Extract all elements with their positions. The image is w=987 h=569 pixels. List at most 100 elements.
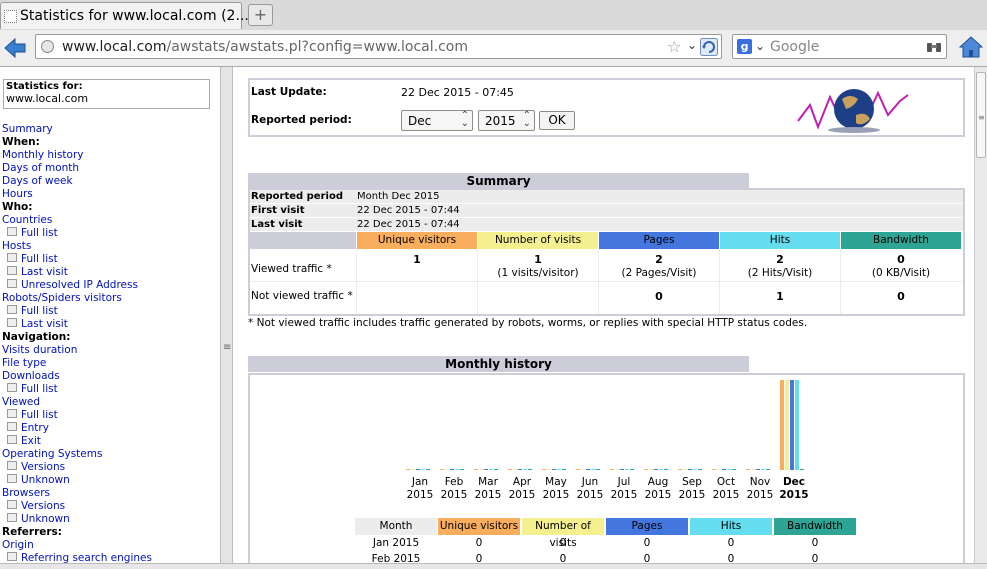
sub-item-icon [7,552,17,561]
history-dropdown-icon[interactable]: ⌄ [687,38,698,52]
menu-link[interactable]: File type [2,357,218,370]
bar-pages [620,469,624,470]
menu-section-heading: When: [2,136,218,149]
menu-item-label: Full list [21,383,58,395]
bar-bandwidth [664,469,668,470]
year-name: 2015 [712,489,740,501]
column-separator [477,249,478,314]
new-tab-button[interactable]: + [248,4,273,26]
home-icon[interactable] [959,35,983,59]
bar-unique-visitors [440,469,444,470]
address-bar[interactable]: www.local.com/awstats/awstats.pl?config=… [35,34,722,59]
menu-sublink[interactable]: Last visit [2,318,218,331]
summary-column-header: Bandwidth [841,232,961,249]
menu-item-label: Versions [21,500,66,512]
month-name: Mar [478,476,498,488]
bar-hits [455,469,459,470]
summary-column-header: Unique visitors [357,232,477,249]
menu-link[interactable]: Days of week [2,175,218,188]
menu-sublink[interactable]: Versions [2,500,218,513]
month-tick-label: Feb 2015 [437,476,471,502]
bar-bandwidth [596,469,600,470]
menu-link[interactable]: Browsers [2,487,218,500]
menu-item-label: Versions [21,461,66,473]
menu-item-label: Hosts [2,240,32,252]
menu-link[interactable]: Operating Systems [2,448,218,461]
monthly-column-header: Unique visitors [438,518,520,535]
cell-value: 1 [413,253,421,266]
menu-link[interactable]: Viewed [2,396,218,409]
year-name: 2015 [746,489,774,501]
viewed-traffic-cell: 1 [357,253,477,267]
menu-sublink[interactable]: Full list [2,227,218,240]
menu-sublink[interactable]: Referring search engines [2,552,218,565]
menu-sublink[interactable]: Full list [2,305,218,318]
reload-icon[interactable] [700,38,718,56]
menu-link[interactable]: Robots/Spiders visitors [2,292,218,305]
menu-sublink[interactable]: Last visit [2,266,218,279]
sub-item-icon [7,266,17,275]
frame-divider[interactable]: ≡ [220,67,233,568]
menu-link[interactable]: Hosts [2,240,218,253]
vertical-scrollbar[interactable]: ≡ [974,67,987,568]
bar-pages [450,469,454,470]
bar-hits [761,469,765,470]
menu-sublink[interactable]: Unknown [2,474,218,487]
bar-hits [625,469,629,470]
menu-sublink[interactable]: Unknown [2,513,218,526]
menu-sublink[interactable]: Versions [2,461,218,474]
menu-sublink[interactable]: Full list [2,383,218,396]
bar-unique-visitors [610,469,614,470]
menu-sublink[interactable]: Exit [2,435,218,448]
menu-link[interactable]: Summary [2,123,218,136]
menu-link[interactable]: Countries [2,214,218,227]
search-bar[interactable]: g ⌄ Google [732,34,947,59]
year-select[interactable]: 2015 ⌃ ⌄ [478,110,535,131]
url-text[interactable]: www.local.com/awstats/awstats.pl?config=… [62,39,468,55]
navigation-toolbar: www.local.com/awstats/awstats.pl?config=… [0,30,987,67]
menu-link[interactable]: Monthly history [2,149,218,162]
main-frame: Last Update: 22 Dec 2015 - 07:45 Reporte… [233,67,974,568]
column-separator [840,249,841,314]
browser-tab[interactable]: Statistics for www.local.com (2... [0,2,249,29]
menu-sublink[interactable]: Unresolved IP Address [2,279,218,292]
monthly-table-cell: 0 [475,553,483,565]
year-name: 2015 [576,489,604,501]
month-name: Aug [647,476,669,488]
month-select[interactable]: Dec ⌃ ⌄ [401,110,473,131]
binoculars-icon[interactable] [926,39,942,55]
menu-sublink[interactable]: Full list [2,253,218,266]
menu-item-label: File type [2,357,47,369]
ok-button[interactable]: OK [539,111,575,130]
bar-number-of-visits [785,380,789,470]
summary-row-value: Month Dec 2015 [357,191,440,202]
back-arrow-icon[interactable] [3,36,27,60]
menu-item-label: Unknown [21,513,70,525]
bookmark-star-icon[interactable]: ☆ [667,37,682,56]
cell-value: 0 [655,290,663,303]
scrollbar-thumb[interactable]: ≡ [976,72,986,158]
google-icon[interactable]: g [737,39,752,54]
month-tick-label: Jul 2015 [607,476,641,502]
monthly-table-cell: Feb 2015 [371,553,421,565]
menu-link[interactable]: Days of month [2,162,218,175]
menu-item-label: Monthly history [2,149,84,161]
menu-link[interactable]: Origin [2,539,218,552]
menu-link[interactable]: Hours [2,188,218,201]
menu-link[interactable]: Visits duration [2,344,218,357]
menu-sublink[interactable]: Full list [2,409,218,422]
menu-sublink[interactable]: Entry [2,422,218,435]
search-engine-dropdown-icon[interactable]: ⌄ [755,39,766,53]
tab-strip: Statistics for www.local.com (2... + [0,0,987,31]
search-input[interactable]: Google [770,39,820,55]
awstats-logo[interactable] [796,85,914,135]
bar-number-of-visits [751,469,755,470]
sub-item-icon [7,500,17,509]
menu-link[interactable]: Downloads [2,370,218,383]
summary-box: Reported period Month Dec 2015 First visit… [248,188,965,316]
last-update-label: Last Update: [251,86,327,98]
menu-item-label: Browsers [2,487,51,499]
summary-row-value: 22 Dec 2015 - 07:44 [357,219,460,230]
cell-value: 1 [776,290,784,303]
month-tick-label: Apr 2015 [505,476,539,502]
